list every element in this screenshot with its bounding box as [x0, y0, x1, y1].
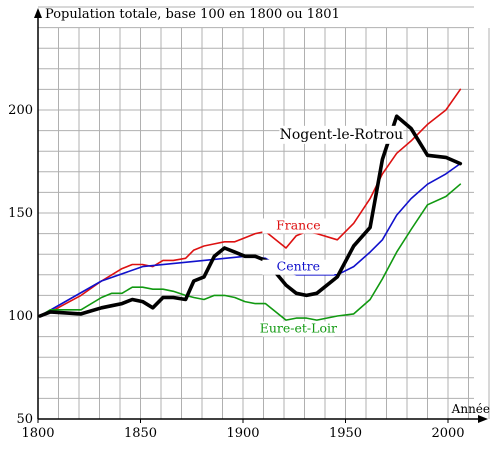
x-tick-label: 1800: [21, 426, 54, 441]
chart-title: Population totale, base 100 en 1800 ou 1…: [45, 7, 340, 22]
series-line-eure-et-loir: [39, 183, 462, 321]
y-tick-label: 200: [8, 103, 33, 118]
x-tick-label: 1900: [226, 426, 259, 441]
annotation-france: France: [276, 217, 321, 232]
series-line-france: [39, 88, 462, 317]
annotation-background: [262, 259, 335, 275]
y-tick-label: 50: [16, 412, 33, 427]
x-tick-label: 1850: [124, 426, 157, 441]
x-axis-label: Année: [451, 402, 490, 416]
series-line-nogent-le-rotrou: [38, 114, 463, 318]
x-axis-arrow-icon: [478, 415, 488, 423]
series-group: [38, 88, 463, 321]
y-tick-label: 150: [8, 206, 33, 221]
annotation-nogent-le-rotrou: Nogent-le-Rotrou: [280, 127, 404, 143]
annotations: Nogent-le-Rotrou France Centre Eure-et-Loir: [260, 125, 404, 337]
annotation-centre: Centre: [277, 259, 320, 274]
x-tick-label: 1950: [329, 426, 362, 441]
x-tick-label: 2000: [431, 426, 464, 441]
y-axis-arrow-icon: [34, 8, 42, 18]
tick-labels: 1800 1850 1900 1950 2000 50 100 150 200: [8, 103, 464, 441]
y-tick-label: 100: [8, 309, 33, 324]
axes: [34, 8, 488, 423]
annotation-background: [279, 125, 404, 144]
series-line-centre: [39, 162, 462, 317]
annotation-background: [262, 218, 335, 234]
annotation-background: [262, 321, 335, 337]
annotation-eure-et-loir: Eure-et-Loir: [260, 320, 337, 335]
